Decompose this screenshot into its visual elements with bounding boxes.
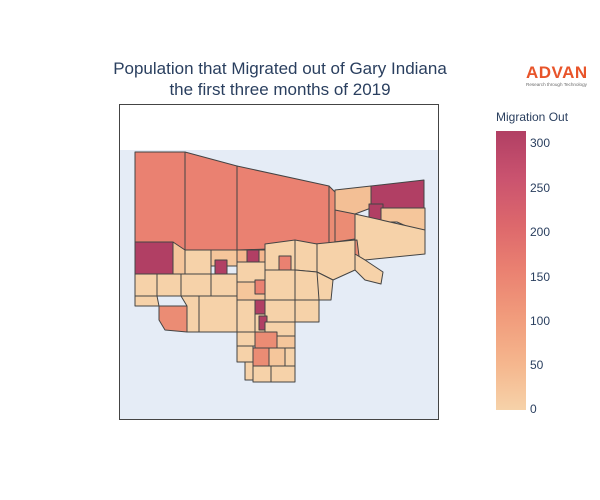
tract-c3[interactable] (214, 259, 228, 275)
logo-wordmark: ADVAN (526, 63, 588, 82)
tract-c9[interactable] (236, 261, 266, 283)
tract-c18[interactable] (254, 299, 266, 315)
tract-ne1[interactable] (334, 185, 372, 215)
tract-s10[interactable] (270, 365, 296, 383)
tract-c13[interactable] (294, 239, 318, 273)
tract-c11[interactable] (278, 255, 292, 271)
choropleth-map[interactable] (119, 104, 439, 420)
tract-c12[interactable] (264, 269, 296, 301)
tract-c20[interactable] (294, 299, 320, 323)
colorbar-tick-0: 0 (530, 402, 537, 416)
tract-nw[interactable] (134, 151, 186, 251)
tract-s7[interactable] (284, 347, 296, 367)
tract-c5[interactable] (210, 273, 238, 297)
tract-w4[interactable] (156, 273, 182, 297)
tract-w3[interactable] (134, 273, 158, 297)
tract-s4[interactable] (236, 345, 254, 363)
colorbar-tick-300: 300 (530, 136, 551, 150)
colorbar-title: Migration Out (496, 110, 569, 124)
tract-w6[interactable] (158, 305, 188, 333)
tract-c4[interactable] (180, 273, 212, 297)
tract-s6[interactable] (268, 347, 286, 367)
map-frame-border (119, 104, 439, 420)
tract-c16[interactable] (254, 279, 266, 295)
tract-c19[interactable] (264, 299, 296, 323)
map-top-band (119, 104, 439, 150)
tract-w5[interactable] (134, 295, 160, 307)
tract-c17[interactable] (236, 299, 256, 333)
tract-s9[interactable] (252, 365, 272, 383)
logo-tagline: Research through Technology (526, 82, 587, 87)
colorbar-gradient (496, 131, 526, 410)
tract-n1[interactable] (184, 151, 238, 251)
advan-logo: ADVAN Research through Technology (526, 64, 596, 90)
colorbar-tick-250: 250 (530, 181, 551, 195)
tract-s1[interactable] (236, 331, 256, 347)
colorbar-tick-100: 100 (530, 314, 551, 328)
tract-w1[interactable] (134, 241, 174, 275)
tract-c6[interactable] (198, 295, 238, 333)
tract-s2[interactable] (254, 331, 278, 349)
map-title-line-1: Population that Migrated out of Gary Ind… (113, 59, 447, 78)
tract-s5[interactable] (252, 347, 270, 367)
tract-c14[interactable] (294, 269, 320, 301)
tract-c1[interactable] (184, 249, 212, 275)
tract-s3[interactable] (276, 335, 296, 349)
colorbar-tick-50: 50 (530, 358, 544, 372)
colorbar-tick-200: 200 (530, 225, 551, 239)
map-title-line-2: the first three months of 2019 (169, 80, 391, 99)
tract-s8[interactable] (244, 361, 254, 381)
colorbar-tick-150: 150 (530, 270, 551, 284)
map-title: Population that Migrated out of Gary Ind… (60, 58, 500, 100)
